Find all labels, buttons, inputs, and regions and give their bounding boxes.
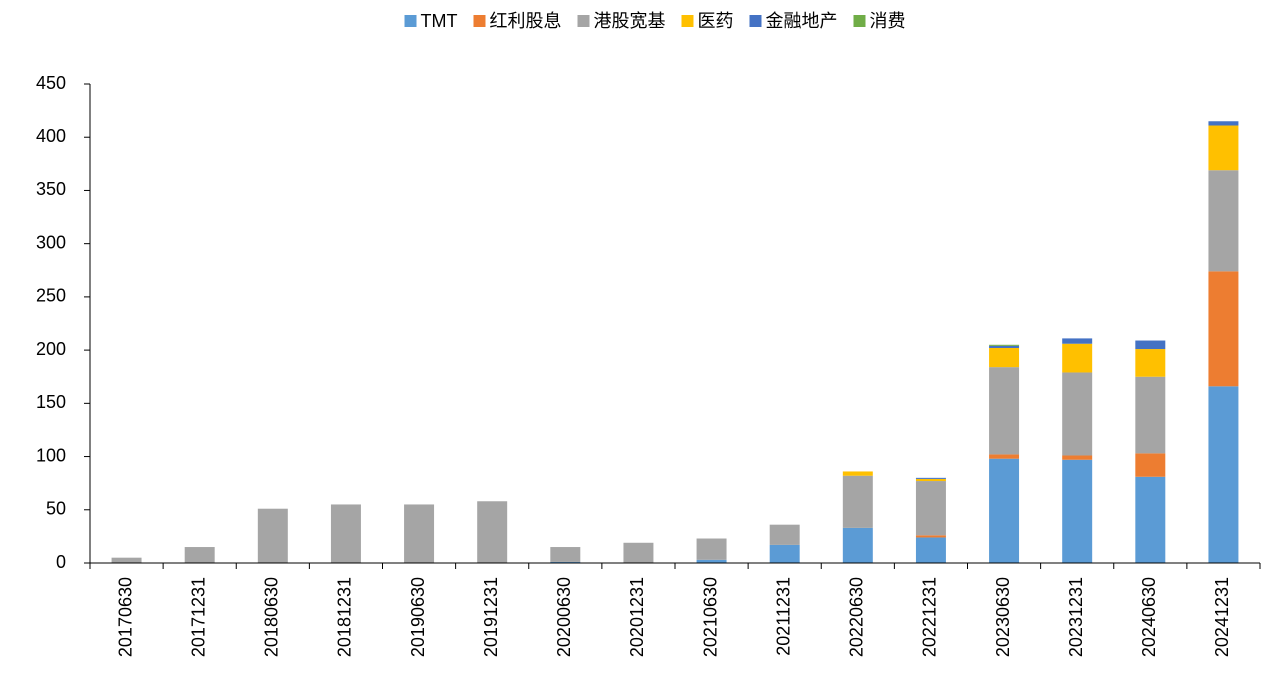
bar-segment [989,454,1020,459]
bar-segment [842,475,873,528]
y-tick-label: 350 [36,179,66,199]
x-tick-label: 20181231 [335,577,355,657]
bar-segment [989,345,1020,348]
bar-segment [989,347,1020,368]
bar-segment [915,535,946,538]
bar-segment [1135,453,1166,477]
bar-segment [842,527,873,563]
legend-label: 医药 [697,11,733,31]
x-tick-label: 20230630 [993,577,1013,657]
legend-swatch [473,15,486,27]
bar-segment [989,367,1020,455]
bar-segment [915,478,946,482]
bar-segment [1062,459,1093,563]
y-tick-label: 50 [46,499,66,519]
bar-segment [477,501,508,563]
y-tick-label: 400 [36,126,66,146]
y-tick-label: 250 [36,286,66,306]
bar-segment [696,538,727,560]
bar-segment [1062,343,1093,373]
x-tick-label: 20240630 [1139,577,1159,657]
bar-segment [696,559,727,563]
x-tick-label: 20241231 [1212,577,1232,657]
bar-segment [111,557,142,563]
legend-swatch [853,15,866,27]
x-tick-label: 20170630 [115,577,135,657]
bar-segment [769,544,800,563]
bar-segment [989,458,1020,563]
x-tick-label: 20211231 [773,577,793,656]
legend-swatch [404,15,417,27]
x-tick-label: 20190630 [408,577,428,657]
x-tick-label: 20231231 [1066,577,1086,657]
bar-segment [550,561,581,563]
x-tick-label: 20171231 [188,577,208,657]
legend-label: TMT [421,11,458,31]
bar-segment [330,504,361,563]
bar-segment [1208,170,1239,272]
bar-segment [842,471,873,476]
y-tick-label: 0 [56,552,66,572]
y-tick-label: 450 [36,73,66,93]
bar-segment [1062,455,1093,460]
bar-segment [915,481,946,536]
bar-segment [1135,376,1166,454]
bar-segment [404,504,435,563]
y-tick-label: 100 [36,445,66,465]
bar-segment [1135,349,1166,377]
bar-segment [550,547,581,562]
bar-segment [184,547,215,563]
x-tick-label: 20191231 [481,577,501,657]
x-tick-label: 20221231 [920,577,940,657]
bar-segment [1208,271,1239,387]
legend-swatch [681,15,694,27]
y-tick-label: 150 [36,392,66,412]
bar-segment [1208,125,1239,171]
bar-segment [915,477,946,479]
legend-label: 红利股息 [489,11,561,31]
bar-segment [623,542,654,563]
bar-segment [1062,338,1093,344]
bar-segment [1135,340,1166,350]
bar-segment [1208,121,1239,126]
bar-segment [915,537,946,563]
legend-swatch [749,15,762,27]
x-tick-label: 20201231 [627,577,647,657]
y-tick-label: 200 [36,339,66,359]
x-tick-label: 20220630 [847,577,867,657]
x-tick-label: 20210630 [700,577,720,657]
legend-label: 金融地产 [765,11,837,31]
bar-segment [1135,476,1166,563]
legend-label: 消费 [869,11,905,31]
y-tick-label: 300 [36,232,66,252]
x-tick-label: 20200630 [554,577,574,657]
bar-segment [1062,372,1093,456]
legend-label: 港股宽基 [593,11,665,31]
x-tick-label: 20180630 [262,577,282,657]
bar-segment [989,344,1020,346]
bar-segment [769,524,800,545]
legend-swatch [577,15,590,27]
bar-segment [1208,386,1239,563]
bar-segment [257,508,288,563]
